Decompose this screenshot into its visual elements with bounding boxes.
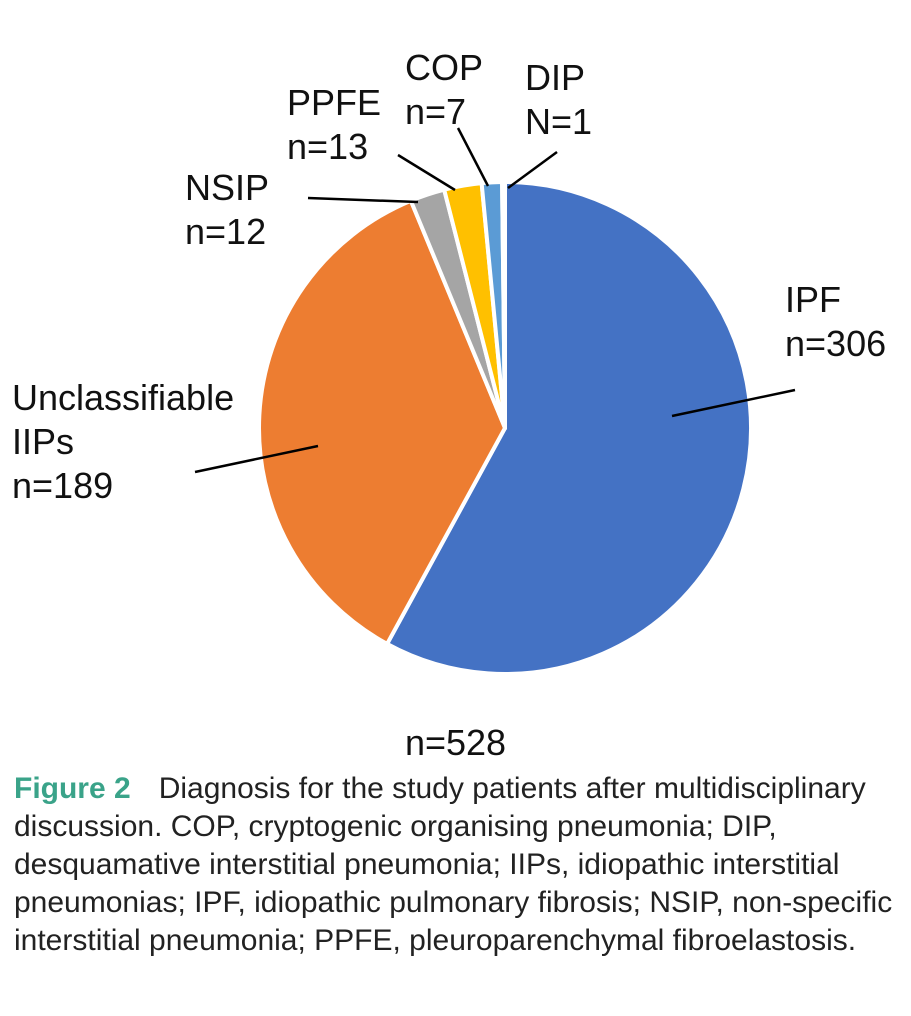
pie-slice-ipf xyxy=(385,180,753,676)
slice-name-label: DIP xyxy=(525,57,585,98)
slice-name-label: COP xyxy=(405,47,483,88)
leader-line-ipf xyxy=(671,388,796,418)
leader-lines xyxy=(194,127,796,474)
slice-label-nsip: NSIP n=12 xyxy=(185,167,269,252)
pie-slices xyxy=(257,180,753,676)
leader-line-dip xyxy=(507,150,558,190)
figure-number: Figure 2 xyxy=(14,772,131,805)
leader-line-unclassifiable-iips xyxy=(194,444,319,474)
slice-name-label: NSIP xyxy=(185,167,269,208)
total-count-label: n=528 xyxy=(404,722,507,763)
pie-slice-unclassifiable-iips xyxy=(257,198,507,646)
slice-count-label: n=189 xyxy=(12,465,113,506)
leader-line-ppfe xyxy=(397,153,456,192)
slice-label-cop: COP n=7 xyxy=(405,47,483,132)
slice-label-ppfe: PPFE n=13 xyxy=(287,82,381,167)
slice-count-label: n=306 xyxy=(785,323,886,364)
figure-caption: Figure 2 Diagnosis for the study patients… xyxy=(14,770,899,960)
slice-count-label: N=1 xyxy=(525,101,592,142)
slice-name-label: Unclassifiable xyxy=(12,377,234,418)
slice-name-label: IIPs xyxy=(12,421,74,462)
slice-count-label: n=13 xyxy=(287,126,368,167)
slice-name-label: PPFE xyxy=(287,82,381,123)
slice-count-label: n=7 xyxy=(405,91,466,132)
pie-slice-dip xyxy=(500,180,507,430)
slice-label-ipf: IPF n=306 xyxy=(785,279,886,364)
caption-text: Diagnosis for the study patients after m… xyxy=(14,772,893,957)
slice-count-label: n=12 xyxy=(185,211,266,252)
leader-line-nsip xyxy=(307,196,419,204)
slice-label-unclassifiable-iips: Unclassifiable IIPs n=189 xyxy=(12,377,234,506)
leader-line-cop xyxy=(456,127,490,187)
slice-name-label: IPF xyxy=(785,279,841,320)
slice-label-dip: DIP N=1 xyxy=(525,57,592,142)
